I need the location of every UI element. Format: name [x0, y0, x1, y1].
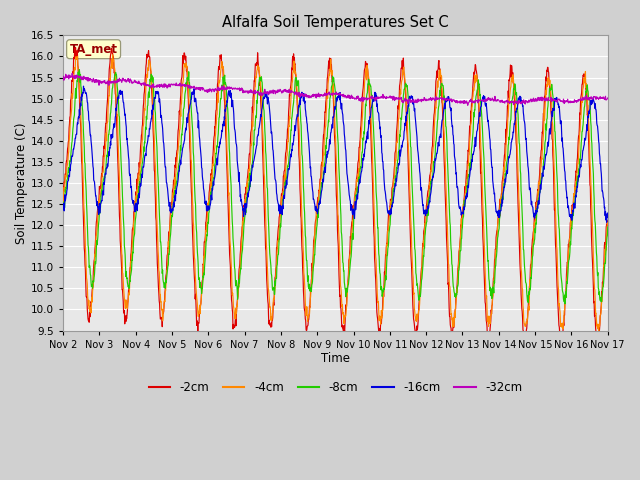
Text: TA_met: TA_met — [70, 43, 118, 56]
Legend: -2cm, -4cm, -8cm, -16cm, -32cm: -2cm, -4cm, -8cm, -16cm, -32cm — [144, 376, 527, 398]
Y-axis label: Soil Temperature (C): Soil Temperature (C) — [15, 122, 28, 244]
Title: Alfalfa Soil Temperatures Set C: Alfalfa Soil Temperatures Set C — [222, 15, 449, 30]
X-axis label: Time: Time — [321, 352, 350, 365]
